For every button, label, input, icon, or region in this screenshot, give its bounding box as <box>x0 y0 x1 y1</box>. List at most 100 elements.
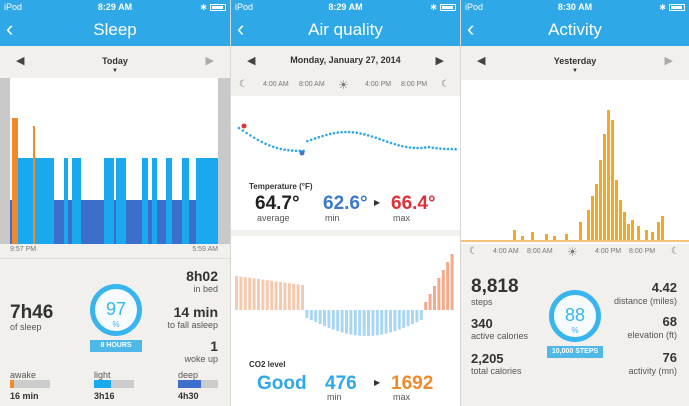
co2-bar-high <box>296 284 300 310</box>
next-day-button[interactable]: ▶ <box>205 55 214 67</box>
temperature-point <box>241 129 245 132</box>
temperature-point <box>344 130 347 134</box>
activity-minutes-label: activity (mn) <box>628 366 677 376</box>
light-sleep-bar <box>152 158 157 244</box>
co2-bar-high <box>301 285 304 310</box>
light-sleep-bar <box>104 158 114 244</box>
next-day-button[interactable]: ▶ <box>435 55 444 67</box>
co2-bar-low <box>411 310 414 325</box>
temp-average: 64.7° <box>255 193 300 214</box>
arrow-right-icon: ▶ <box>374 378 381 387</box>
temperature-point <box>306 139 309 143</box>
light-sleep-bar <box>40 158 54 244</box>
temperature-point <box>370 135 374 138</box>
temperature-point <box>404 145 408 149</box>
end-time: 5:59 AM <box>192 246 218 253</box>
light-sleep-bar <box>142 158 148 244</box>
temperature-chart <box>237 123 457 156</box>
moon-icon: ☾ <box>671 246 680 257</box>
battery-icon: ✱ <box>659 2 685 12</box>
co2-bar-low <box>345 310 348 334</box>
temperature-point <box>249 134 252 137</box>
sleep-header: iPod 8:29 AM ✱ ‹ Sleep <box>0 0 230 46</box>
temperature-point <box>382 139 385 142</box>
deep-label: deep <box>178 370 199 380</box>
temperature-point <box>332 131 336 135</box>
temp-max: 66.4° <box>391 193 436 214</box>
temperature-point <box>290 149 294 152</box>
temp-max-label: max <box>393 213 411 223</box>
carrier-label: iPod <box>465 2 484 12</box>
light-bar <box>94 380 134 388</box>
date-label[interactable]: Yesterday <box>553 56 597 66</box>
co2-bar-high <box>235 276 238 310</box>
date-label[interactable]: Monday, January 27, 2014 <box>290 55 401 65</box>
chevron-down-icon[interactable]: ▼ <box>572 68 578 74</box>
co2-min-label: min <box>327 392 342 402</box>
light-sleep-bar <box>182 158 189 244</box>
co2-bar-high <box>274 281 278 310</box>
temperature-point <box>446 147 450 151</box>
co2-bar-low <box>358 310 362 336</box>
fall-asleep-label: to fall asleep <box>167 320 218 330</box>
sleep-chart <box>0 78 230 244</box>
temperature-point <box>363 133 366 136</box>
co2-status: Good <box>257 373 307 394</box>
sleep-total: 7h46 <box>10 302 54 323</box>
temperature-point <box>431 146 435 150</box>
back-button[interactable]: ‹ <box>237 16 245 41</box>
temperature-point <box>427 145 431 149</box>
activity-bar <box>623 212 626 240</box>
chevron-down-icon[interactable]: ▼ <box>112 68 118 74</box>
light-label: light <box>94 370 111 380</box>
distance-value: 4.42 <box>651 280 677 295</box>
temperature-point <box>454 147 457 151</box>
awake-value: 16 min <box>10 391 39 401</box>
back-button[interactable]: ‹ <box>467 16 475 41</box>
co2-bar-low <box>402 310 406 328</box>
status-time: 8:29 AM <box>97 2 133 12</box>
chart-pad-left <box>0 78 10 244</box>
temperature-point <box>294 149 298 153</box>
co2-bar-low <box>323 310 326 327</box>
co2-bar-high <box>265 280 269 310</box>
back-button[interactable]: ‹ <box>6 16 14 41</box>
steps-label: steps <box>471 297 493 307</box>
temperature-point <box>252 136 256 140</box>
active-calories-value: 340 <box>471 316 493 331</box>
activity-bar <box>615 180 618 240</box>
co2-bar-low <box>305 310 309 318</box>
activity-bar <box>565 234 568 240</box>
light-sleep-bar <box>196 158 218 244</box>
light-value: 3h16 <box>94 391 115 401</box>
temperature-point <box>359 132 362 135</box>
prev-day-button[interactable]: ◀ <box>247 55 256 67</box>
co2-bar-high <box>257 279 260 310</box>
steps-score-ring: 88 % <box>549 290 601 342</box>
co2-bar-high <box>279 282 282 310</box>
battery-icon: ✱ <box>430 2 456 12</box>
activity-bar <box>611 120 614 240</box>
activity-bar <box>607 110 610 240</box>
prev-day-button[interactable]: ◀ <box>16 55 25 67</box>
woke-up-value: 1 <box>210 338 218 354</box>
activity-bar <box>553 236 556 240</box>
date-label[interactable]: Today <box>102 56 128 66</box>
next-day-button[interactable]: ▶ <box>664 55 673 67</box>
temperature-point <box>397 143 400 147</box>
co2-chart <box>235 254 454 336</box>
temperature-point <box>347 130 351 134</box>
co2-bar-low <box>371 310 375 336</box>
temperature-point <box>321 134 324 138</box>
time-axis: ☾ 4:00 AM 8:00 AM ☀ 4:00 PM 8:00 PM ☾ <box>461 244 689 262</box>
temperature-point <box>450 147 454 151</box>
temperature-point <box>378 137 381 141</box>
prev-day-button[interactable]: ◀ <box>477 55 486 67</box>
temperature-point <box>439 147 442 150</box>
elevation-label: elevation (ft) <box>627 330 677 340</box>
deep-value: 4h30 <box>178 391 199 401</box>
sleep-score-unit: % <box>112 320 120 329</box>
co2-bar-high <box>450 254 454 310</box>
bluetooth-icon: ✱ <box>200 3 207 12</box>
temperature-max-point <box>241 123 247 129</box>
